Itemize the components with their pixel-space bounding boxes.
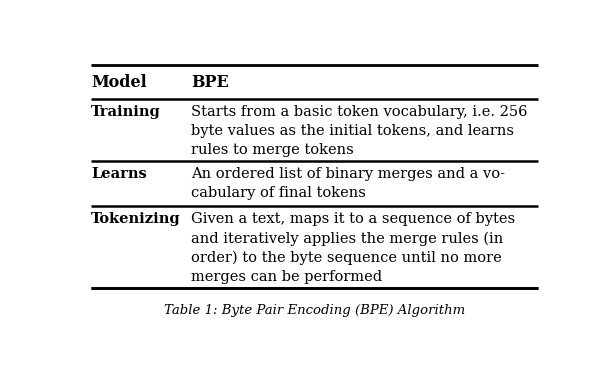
Text: BPE: BPE [191,74,228,91]
Text: Given a text, maps it to a sequence of bytes
and iteratively applies the merge r: Given a text, maps it to a sequence of b… [191,212,515,284]
Text: Table 1: Byte Pair Encoding (BPE) Algorithm: Table 1: Byte Pair Encoding (BPE) Algori… [164,304,465,317]
Text: Starts from a basic token vocabulary, i.e. 256
byte values as the initial tokens: Starts from a basic token vocabulary, i.… [191,105,527,157]
Text: Learns: Learns [91,167,147,181]
Text: Training: Training [91,105,161,119]
Text: Model: Model [91,74,147,91]
Text: An ordered list of binary merges and a vo-
cabulary of final tokens: An ordered list of binary merges and a v… [191,167,505,200]
Text: Tokenizing: Tokenizing [91,212,181,226]
